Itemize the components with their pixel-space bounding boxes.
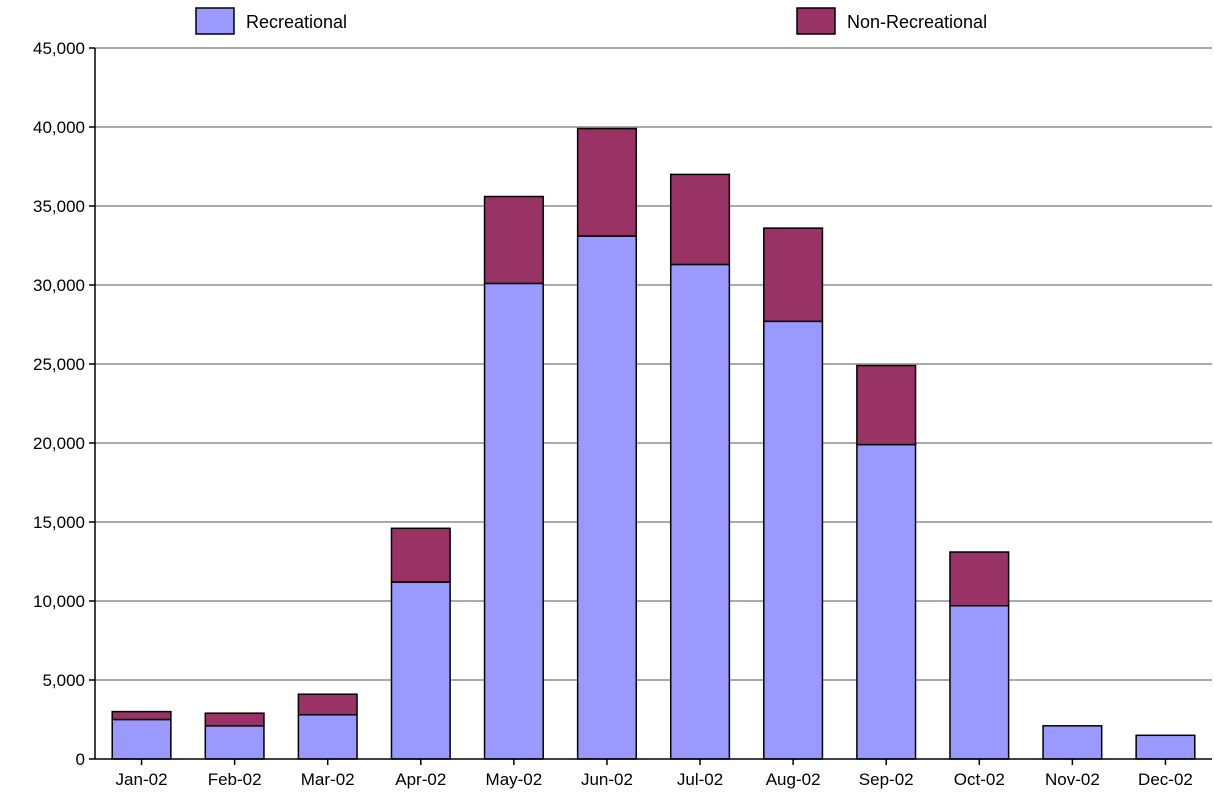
x-tick-label: Jan-02 — [116, 770, 168, 789]
legend: Recreational Non-Recreational — [195, 7, 987, 35]
bar-non-recreational — [483, 195, 544, 285]
bar-recreational — [111, 718, 172, 760]
bar-non-recreational — [669, 173, 731, 266]
gridlines — [95, 47, 1212, 681]
bar-non-recreational — [949, 551, 1010, 607]
bar-non-recreational — [763, 227, 824, 323]
y-tick-label: 30,000 — [33, 276, 85, 295]
bar-recreational — [483, 282, 544, 760]
bar-recreational — [856, 443, 917, 760]
bar-recreational — [949, 604, 1010, 760]
x-tick-label: Oct-02 — [954, 770, 1005, 789]
legend-swatch-non-recreational — [796, 7, 836, 35]
bar-recreational — [204, 725, 265, 760]
bar-non-recreational — [297, 693, 358, 716]
bars — [111, 127, 1196, 760]
x-tick-labels: Jan-02 Feb-02 Mar-02 Apr-02 May-02 Jun-02 Jul-… — [116, 759, 1193, 789]
y-tick-label: 10,000 — [33, 592, 85, 611]
x-tick-label: Dec-02 — [1138, 770, 1193, 789]
bar-recreational — [297, 714, 358, 760]
x-tick-label: May-02 — [486, 770, 543, 789]
bar-recreational — [1042, 725, 1103, 760]
bar-recreational — [763, 320, 824, 760]
y-tick-label: 0 — [76, 750, 85, 769]
y-tick-label: 5,000 — [42, 671, 85, 690]
y-tick-label: 40,000 — [33, 118, 85, 137]
legend-label-non-recreational: Non-Recreational — [847, 12, 987, 32]
bar-non-recreational — [576, 127, 638, 237]
legend-label-recreational: Recreational — [246, 12, 347, 32]
y-tick-label: 25,000 — [33, 355, 85, 374]
y-tick-label: 35,000 — [33, 197, 85, 216]
x-tick-label: Jul-02 — [677, 770, 723, 789]
x-tick-label: Jun-02 — [581, 770, 633, 789]
y-tick-label: 45,000 — [33, 39, 85, 58]
bar-recreational — [669, 263, 731, 760]
x-tick-label: Aug-02 — [766, 770, 821, 789]
x-tick-label: Mar-02 — [301, 770, 355, 789]
x-tick-label: Feb-02 — [208, 770, 262, 789]
bar-recreational — [576, 235, 638, 760]
y-tick-label: 15,000 — [33, 513, 85, 532]
bar-non-recreational — [390, 527, 451, 583]
bar-recreational — [1135, 734, 1196, 760]
x-tick-label: Apr-02 — [395, 770, 446, 789]
axes — [94, 48, 1212, 760]
x-tick-label: Sep-02 — [859, 770, 914, 789]
bar-non-recreational — [111, 710, 172, 721]
bar-non-recreational — [856, 364, 917, 446]
y-tick-labels: 0 5,000 10,000 15,000 20,000 25,000 30,000 35,0… — [33, 39, 95, 769]
legend-swatch-recreational — [195, 7, 235, 35]
y-tick-label: 20,000 — [33, 434, 85, 453]
x-tick-label: Nov-02 — [1045, 770, 1100, 789]
bar-recreational — [390, 581, 451, 760]
bar-non-recreational — [204, 712, 265, 727]
